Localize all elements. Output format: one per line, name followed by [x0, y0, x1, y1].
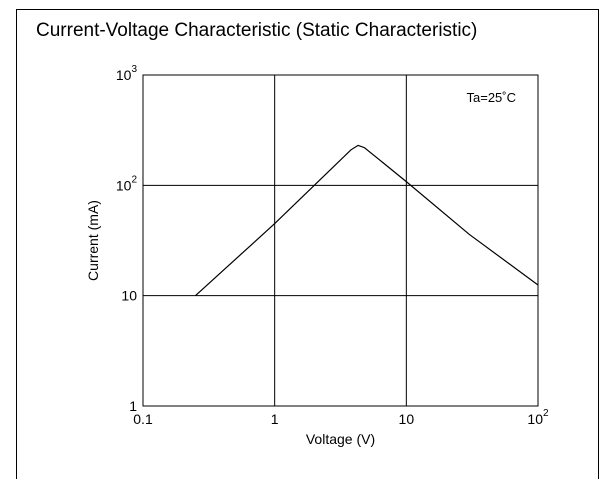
annotation-label: Ta=25˚C	[467, 90, 517, 105]
y-tick-label: 103	[116, 64, 138, 83]
x-tick-exponent: 2	[543, 408, 549, 419]
series-line	[194, 144, 539, 297]
x-tick-label: 10	[399, 411, 415, 427]
chart-title: Current-Voltage Characteristic (Static C…	[36, 20, 478, 41]
x-axis-label: Voltage (V)	[306, 431, 375, 447]
y-tick-exponent: 3	[131, 64, 137, 75]
x-tick-label: 0.1	[133, 411, 153, 427]
y-tick-exponent: 2	[131, 174, 137, 185]
x-tick-label: 1	[271, 411, 279, 427]
grid-lines	[143, 75, 538, 406]
y-axis-label: Current (mA)	[85, 200, 101, 281]
x-tick-label: 102	[527, 408, 549, 427]
plot-border	[142, 74, 539, 407]
chart-frame	[16, 9, 599, 479]
y-tick-label: 1	[129, 398, 137, 414]
y-tick-label: 102	[116, 174, 138, 193]
y-tick-label: 10	[121, 288, 137, 304]
